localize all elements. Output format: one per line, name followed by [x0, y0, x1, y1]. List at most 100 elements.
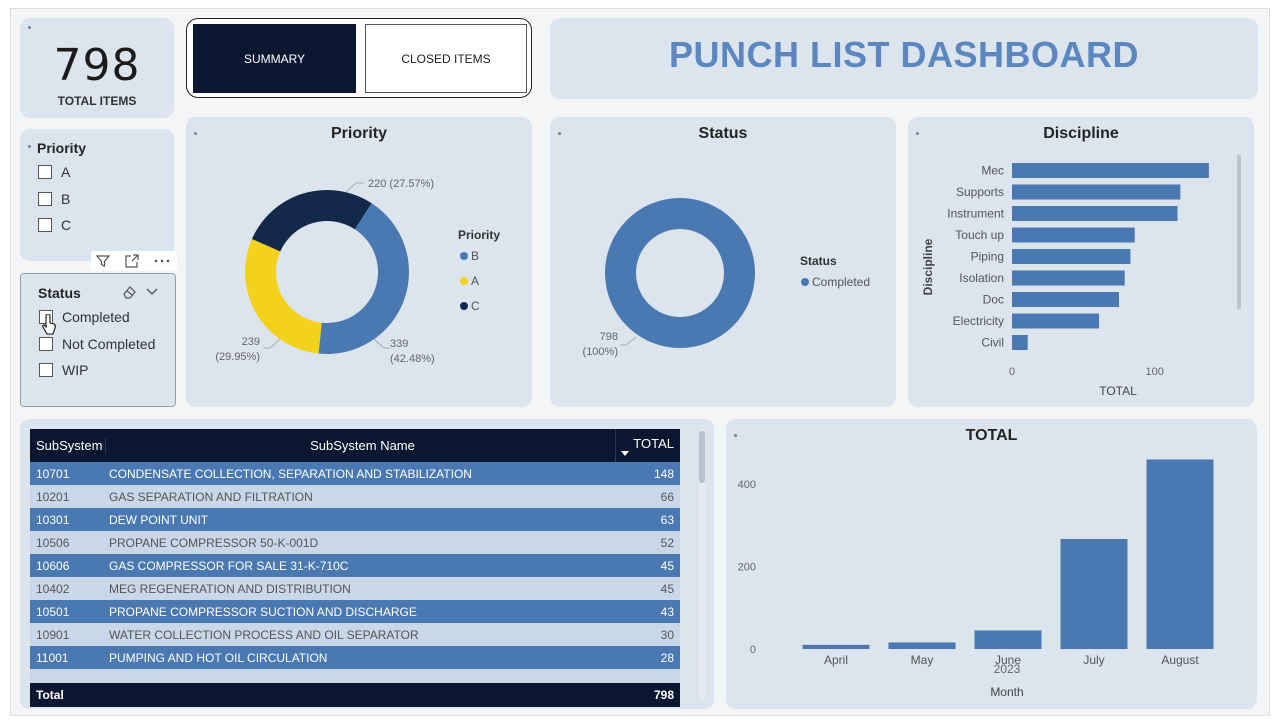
status-option-wip[interactable]: WIP: [39, 362, 88, 378]
table-row[interactable]: 10506 PROPANE COMPRESSOR 50-K-001D 52: [30, 531, 680, 554]
priority-slicer-title: Priority: [37, 140, 87, 156]
priority-option-a[interactable]: A: [38, 164, 70, 180]
cell-name: PROPANE COMPRESSOR SUCTION AND DISCHARGE: [109, 604, 417, 619]
bar[interactable]: [1060, 538, 1128, 649]
checkbox[interactable]: [38, 192, 52, 206]
x-tick-label: 100: [1145, 366, 1163, 378]
table-row[interactable]: 10201 GAS SEPARATION AND FILTRATION 66: [30, 485, 680, 508]
legend-label-b: B: [471, 249, 479, 263]
status-slice-completed[interactable]: [605, 198, 755, 348]
cell-subsystem: 10606: [36, 558, 70, 573]
kpi-value: 798: [53, 40, 141, 91]
table-row[interactable]: 11001 PUMPING AND HOT OIL CIRCULATION 28: [30, 646, 680, 669]
legend-label-completed: Completed: [812, 275, 870, 289]
priority-slice-b[interactable]: [318, 203, 409, 354]
leader-line: [620, 336, 637, 346]
table-row[interactable]: 10402 MEG REGENERATION AND DISTRIBUTION …: [30, 577, 680, 600]
legend-marker-a: [460, 277, 468, 285]
mouse-cursor-icon: [42, 314, 56, 335]
category-label: Supports: [956, 185, 1004, 199]
leader-line: [373, 338, 390, 349]
priority-option-c[interactable]: C: [38, 217, 71, 233]
bar[interactable]: [1012, 292, 1119, 307]
bar[interactable]: [1012, 313, 1100, 329]
data-label-c: 220 (27.57%): [368, 178, 434, 190]
focus-mode-icon[interactable]: [124, 253, 140, 269]
report-canvas: 798 TOTAL ITEMS SUMMARY CLOSED ITEMS PUN…: [10, 8, 1270, 716]
visual-dot: [28, 26, 31, 29]
bar[interactable]: [888, 642, 956, 649]
status-option-completed[interactable]: Completed: [39, 309, 130, 325]
eraser-icon[interactable]: [121, 284, 137, 300]
priority-option-b[interactable]: B: [38, 191, 70, 207]
bar[interactable]: [974, 630, 1042, 649]
cell-subsystem: 11001: [36, 650, 69, 665]
scrollbar[interactable]: [1237, 155, 1241, 309]
summary-button[interactable]: SUMMARY: [193, 24, 356, 93]
option-label: WIP: [62, 362, 89, 378]
x-tick-label: 0: [1009, 366, 1015, 378]
chevron-down-icon[interactable]: [145, 286, 159, 298]
cell-total: 63: [660, 512, 674, 527]
cell-name: GAS SEPARATION AND FILTRATION: [109, 489, 313, 504]
category-label: Isolation: [959, 271, 1004, 285]
column-header-total[interactable]: TOTAL: [615, 429, 680, 462]
checkbox[interactable]: [39, 337, 53, 351]
closed-items-button[interactable]: CLOSED ITEMS: [365, 24, 527, 93]
cell-total: 45: [660, 581, 674, 596]
leader-line: [345, 182, 364, 193]
x-tick-label: May: [911, 653, 934, 667]
visual-dot: [194, 132, 197, 135]
checkbox[interactable]: [39, 363, 53, 377]
sort-descending-icon[interactable]: [620, 450, 630, 458]
table-scrollbar[interactable]: [699, 429, 705, 699]
priority-slice-c[interactable]: [251, 190, 372, 252]
filter-icon[interactable]: [95, 253, 111, 269]
cell-total: 43: [660, 604, 674, 619]
bar[interactable]: [802, 644, 870, 649]
month-chart-title: TOTAL: [965, 427, 1018, 444]
cell-subsystem: 10201: [36, 489, 70, 504]
bar[interactable]: [1012, 335, 1028, 350]
status-slicer-title: Status: [38, 285, 81, 301]
bar[interactable]: [1146, 459, 1214, 649]
column-header-subsystem-name[interactable]: SubSystem Name: [105, 438, 615, 453]
bar[interactable]: [1012, 206, 1178, 221]
column-header-total-label: TOTAL: [633, 436, 674, 451]
discipline-bar-chart: Discipline TOTAL Mec Supports Instrument To…: [921, 155, 1241, 398]
bar[interactable]: [1012, 249, 1131, 264]
table-row[interactable]: 10701 CONDENSATE COLLECTION, SEPARATION …: [30, 462, 680, 485]
cell-total: 45: [660, 558, 674, 573]
legend-title: Priority: [458, 228, 500, 242]
checkbox[interactable]: [38, 218, 52, 232]
y-tick-label: 200: [738, 562, 756, 574]
data-label-pct: (100%): [583, 346, 618, 358]
bar[interactable]: [1012, 270, 1125, 286]
bar[interactable]: [1012, 163, 1209, 178]
x-tick-label: June: [995, 653, 1021, 667]
more-options-icon[interactable]: [153, 253, 171, 269]
bar[interactable]: [1012, 184, 1181, 200]
category-label: Civil: [981, 336, 1004, 350]
discipline-chart-title: Discipline: [1043, 125, 1119, 142]
category-label: Piping: [971, 250, 1004, 264]
category-label: Touch up: [955, 228, 1004, 242]
bar[interactable]: [1012, 227, 1135, 243]
cell-total: 148: [653, 466, 674, 481]
legend-marker-c: [460, 302, 468, 310]
scrollbar-thumb[interactable]: [699, 431, 705, 483]
cell-name: DEW POINT UNIT: [109, 512, 209, 527]
status-option-not-completed[interactable]: Not Completed: [39, 336, 155, 352]
option-label: B: [61, 191, 71, 207]
checkbox[interactable]: [38, 165, 52, 179]
table-row[interactable]: 10606 GAS COMPRESSOR FOR SALE 31-K-710C …: [30, 554, 680, 577]
column-header-subsystem[interactable]: SubSystem: [36, 438, 103, 453]
cell-name: MEG REGENERATION AND DISTRIBUTION: [109, 581, 351, 596]
table-row[interactable]: 10501 PROPANE COMPRESSOR SUCTION AND DIS…: [30, 600, 680, 623]
table-row[interactable]: 10901 WATER COLLECTION PROCESS AND OIL S…: [30, 623, 680, 646]
status-slicer: Status Completed Not Completed WIP: [20, 273, 176, 407]
option-label: Not Completed: [62, 336, 156, 352]
page-title: PUNCH LIST DASHBOARD: [668, 34, 1139, 75]
table-row[interactable]: 10301 DEW POINT UNIT 63: [30, 508, 680, 531]
priority-slice-a[interactable]: [244, 238, 322, 354]
